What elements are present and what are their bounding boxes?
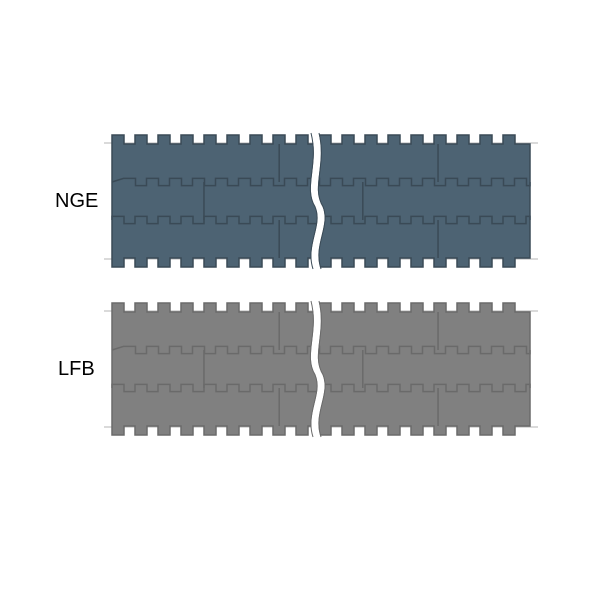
belt-svg [0, 126, 600, 276]
belt-svg [0, 294, 600, 444]
